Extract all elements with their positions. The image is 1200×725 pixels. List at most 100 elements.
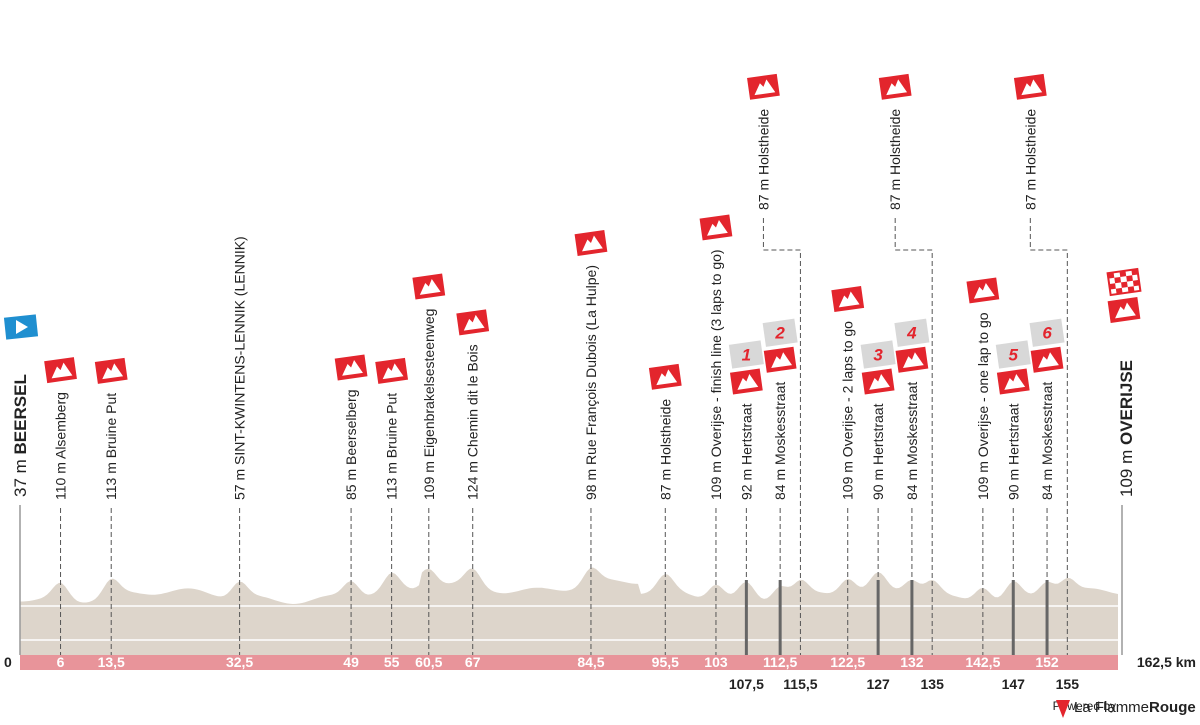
km-label: 103 <box>704 654 728 670</box>
climb-icon <box>996 368 1030 395</box>
icon-mountain <box>973 282 995 299</box>
climb-icon <box>456 309 490 336</box>
climb-icon <box>763 346 797 373</box>
badge-bg <box>860 340 896 369</box>
km-label: 6 <box>57 654 65 670</box>
waypoint-label: 110 m Alsemberg <box>53 392 69 500</box>
icon-mountain <box>771 352 793 369</box>
km-label: 32,5 <box>226 654 253 670</box>
icon-mountain <box>582 235 603 252</box>
waypoint-label: 113 m Bruine Put <box>384 393 400 500</box>
waypoint-label: 92 m Hertstraat <box>738 403 754 500</box>
flag-check <box>1109 283 1116 290</box>
km-label: 127 <box>866 676 890 692</box>
climb-icon <box>747 73 780 100</box>
badge-bg <box>1029 318 1065 347</box>
icon-mountain <box>656 369 678 386</box>
icon-mountain <box>1004 374 1026 390</box>
waypoint-label: 98 m Rue François Dubois (La Hulpe) <box>583 265 599 500</box>
climb-icon <box>648 363 682 390</box>
icon-mountain <box>838 291 860 308</box>
badge: 6 <box>1042 324 1052 343</box>
icon-mountain <box>342 359 363 376</box>
waypoint-label: 57 m SINT-KWINTENS-LENNIK (LENNIK) <box>232 236 248 500</box>
brand-name-bold: Rouge <box>1149 699 1196 716</box>
finish-name: OVERIJSE <box>1117 360 1136 445</box>
waypoint-label: 84 m Moskesstraat <box>904 382 920 500</box>
brand-logo <box>1056 700 1070 718</box>
climb-icon <box>878 73 912 100</box>
flag-check <box>1121 281 1128 288</box>
badge: 4 <box>906 324 917 343</box>
km-label: 122,5 <box>830 654 865 670</box>
climb-icon <box>831 286 865 312</box>
climb-icon <box>1030 346 1064 373</box>
flag-check <box>1114 276 1122 284</box>
badge-bg <box>894 318 930 347</box>
flag-check <box>1107 272 1115 279</box>
icon-mountain <box>1038 352 1059 369</box>
badge-bg <box>995 340 1031 369</box>
km-label: 55 <box>384 654 400 670</box>
climb-icon <box>1013 73 1047 100</box>
finish-flag <box>1106 267 1142 297</box>
waypoint-label: 109 m Overijse - 2 laps to go <box>840 321 856 500</box>
km-label: 60,5 <box>415 654 442 670</box>
flag-check <box>1115 287 1123 295</box>
km-label: 107,5 <box>729 676 764 692</box>
km-label: 132 <box>900 654 924 670</box>
finish-label: 109 m OVERIJSE <box>1117 360 1136 497</box>
icon-mountain <box>102 363 124 380</box>
icon-mountain <box>886 79 908 96</box>
climb-icon <box>574 230 608 256</box>
waypoint-label: 90 m Hertstraat <box>870 403 886 500</box>
flag-check <box>1119 270 1127 277</box>
waypoint-label: 84 m Moskesstraat <box>772 382 788 500</box>
distance-label: 162,5 km <box>1137 654 1196 670</box>
km-label: 147 <box>1002 676 1026 692</box>
icon-mountain <box>1115 302 1136 319</box>
badge: 5 <box>1009 346 1019 365</box>
climb-icon <box>966 277 1000 304</box>
climb-icon <box>412 273 446 300</box>
finish-altitude: 109 m <box>1117 450 1136 497</box>
flag-check <box>1126 275 1133 282</box>
icon-mountain <box>754 79 776 96</box>
climb-icon <box>729 368 763 395</box>
flag-check <box>1127 286 1135 293</box>
waypoint-label: 87 m Holstheide <box>887 109 903 210</box>
climb-icon <box>895 346 929 373</box>
km-label: 115,5 <box>783 676 817 692</box>
badge: 2 <box>774 324 785 343</box>
km-label: 152 <box>1035 654 1059 670</box>
climb-icon <box>699 214 733 241</box>
icon-mountain <box>869 374 890 390</box>
climb-icon <box>861 368 895 395</box>
badge: 3 <box>873 346 883 365</box>
icon-mountain <box>1021 79 1043 96</box>
start-name: BEERSEL <box>11 374 30 454</box>
km-label: 67 <box>465 654 481 670</box>
climb-icon <box>334 354 368 381</box>
icon-mountain <box>382 363 404 380</box>
waypoint-label: 124 m Chemin dit le Bois <box>465 344 481 500</box>
km-label: 155 <box>1056 676 1080 692</box>
waypoint-label: 109 m Overijse - finish line (3 laps to … <box>708 249 724 500</box>
waypoint-label: 90 m Hertstraat <box>1005 403 1021 500</box>
climb-icon <box>375 357 409 384</box>
start-label: 37 m BEERSEL <box>11 374 30 497</box>
badge: 1 <box>742 346 751 365</box>
waypoint-label: 113 m Bruine Put <box>103 393 119 500</box>
climb-icon <box>44 357 77 384</box>
waypoint-label: 109 m Overijse - one lap to go <box>975 312 991 500</box>
climb-icon <box>1107 297 1141 323</box>
climb-icon <box>94 357 128 384</box>
waypoint-label: 87 m Holstheide <box>1022 109 1038 210</box>
waypoint-label: 87 m Holstheide <box>755 109 771 210</box>
badge-bg <box>762 318 798 347</box>
km-label: 95,5 <box>652 654 679 670</box>
waypoint-label: 87 m Holstheide <box>657 399 673 500</box>
distance-bar <box>20 655 1118 670</box>
km-label: 84,5 <box>577 654 604 670</box>
